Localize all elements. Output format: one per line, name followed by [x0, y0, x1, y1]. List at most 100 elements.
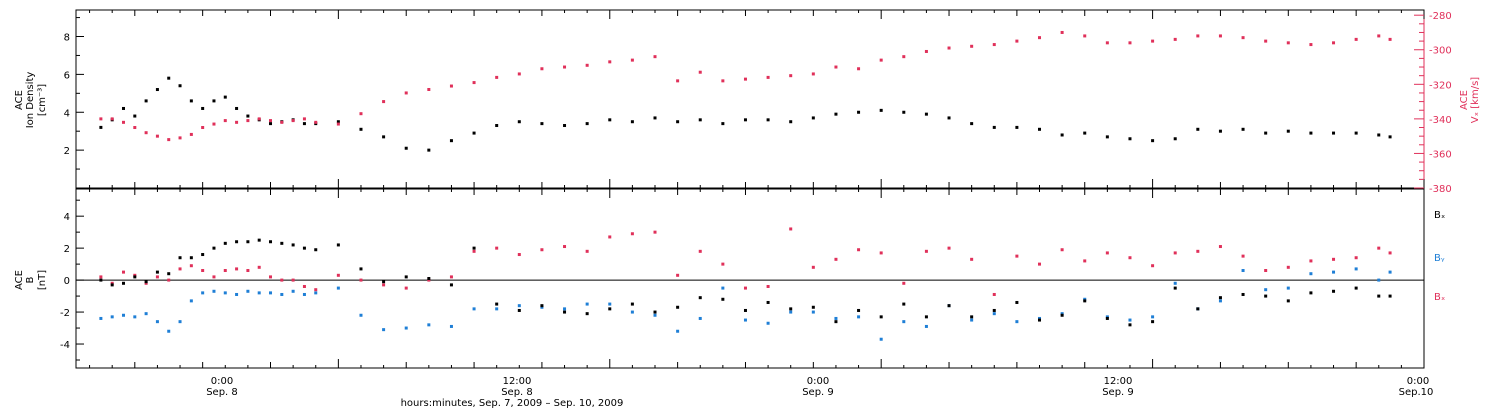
- bz-point: [1354, 256, 1358, 260]
- speed-point: [1038, 36, 1042, 40]
- speed-point: [1128, 41, 1132, 45]
- bx-point: [585, 312, 589, 316]
- by-point: [653, 313, 657, 317]
- density-y-tick-label: 8: [64, 33, 70, 44]
- density-point: [676, 120, 680, 124]
- x-tick-time-1: 12:00: [503, 376, 532, 387]
- density-point: [235, 106, 239, 110]
- by-point: [789, 310, 793, 314]
- bx-point: [970, 315, 974, 319]
- density-y-tick-label: 4: [64, 108, 70, 119]
- bz-point: [167, 278, 171, 282]
- bx-point: [246, 240, 250, 244]
- bx-point: [178, 256, 182, 260]
- density-ylabel-line-3: [cm⁻³]: [37, 84, 48, 116]
- density-point: [1264, 131, 1268, 135]
- bz-point: [269, 275, 273, 279]
- density-point: [336, 120, 340, 124]
- bx-point: [404, 275, 408, 279]
- bz-point: [766, 284, 770, 288]
- bz-point: [257, 265, 261, 269]
- speed-point: [404, 91, 408, 95]
- speed-point: [1286, 41, 1290, 45]
- bx-point: [189, 256, 193, 260]
- by-point: [472, 307, 476, 311]
- bz-point: [992, 292, 996, 296]
- bz-point: [517, 253, 521, 257]
- bx-point: [1015, 300, 1019, 304]
- density-point: [246, 114, 250, 118]
- by-point: [676, 329, 680, 333]
- speed-point: [1196, 34, 1200, 38]
- by-point: [1377, 278, 1381, 282]
- bx-point: [167, 272, 171, 276]
- field-ylabel-line-3: [nT]: [37, 270, 48, 290]
- bx-point: [517, 308, 521, 312]
- bx-point: [834, 320, 838, 324]
- by-point: [1388, 270, 1392, 274]
- density-point: [947, 116, 951, 120]
- speed-y-tick-label: -320: [1429, 80, 1452, 91]
- bz-point: [155, 275, 159, 279]
- speed-point: [1151, 39, 1155, 43]
- speed-point: [1105, 41, 1109, 45]
- speed-point: [336, 122, 340, 126]
- by-point: [698, 316, 702, 320]
- bx-point: [1038, 318, 1042, 322]
- axis-ticks: 2 4 6 8 -280 -300 -320 -340 -360 -380 -4 -2 0 2 4: [60, 10, 1452, 368]
- bx-point: [449, 283, 453, 287]
- bx-point: [1196, 307, 1200, 311]
- by-point: [280, 292, 284, 296]
- bz-point: [1264, 269, 1268, 273]
- bx-point: [121, 281, 125, 285]
- density-point: [721, 122, 725, 126]
- by-point: [121, 313, 125, 317]
- bx-point: [902, 302, 906, 306]
- bx-point: [382, 280, 386, 284]
- speed-point: [427, 87, 431, 91]
- by-point: [1332, 270, 1336, 274]
- by-point: [608, 302, 612, 306]
- bz-point: [1241, 254, 1245, 258]
- field-ylabel-line-1: ACE: [14, 270, 25, 290]
- speed-point: [359, 112, 363, 116]
- density-point: [540, 122, 544, 126]
- bx-point: [99, 278, 103, 282]
- by-point: [1128, 318, 1132, 322]
- x-axis-label: hours:minutes, Sep. 7, 2009 – Sep. 10, 2…: [401, 398, 624, 409]
- bz-point: [246, 269, 250, 273]
- by-point: [404, 326, 408, 330]
- bx-point: [1173, 286, 1177, 290]
- speed-point: [99, 117, 103, 121]
- bx-point: [1151, 320, 1155, 324]
- bx-point: [1105, 316, 1109, 320]
- bz-point: [857, 248, 861, 252]
- by-point: [427, 323, 431, 327]
- bz-point: [495, 246, 499, 250]
- speed-point: [1173, 37, 1177, 41]
- density-point: [201, 106, 205, 110]
- bz-point: [1218, 245, 1222, 249]
- by-point: [1083, 297, 1087, 301]
- x-tick-time-2: 0:00: [807, 376, 829, 387]
- density-point: [1060, 133, 1064, 137]
- bz-point: [811, 265, 815, 269]
- by-point: [155, 320, 159, 324]
- by-point: [970, 318, 974, 322]
- density-point: [404, 146, 408, 150]
- speed-point: [608, 60, 612, 64]
- density-point: [789, 120, 793, 124]
- speed-point: [1060, 30, 1064, 34]
- density-y-tick-label: 6: [64, 70, 70, 81]
- speed-point: [902, 55, 906, 59]
- speed-point: [110, 117, 114, 121]
- x-tick-date-1: Sep. 8: [501, 387, 533, 398]
- density-point: [1377, 133, 1381, 137]
- field-ylabel-line-2: B: [25, 276, 36, 283]
- density-point: [924, 112, 928, 116]
- density-ylabel-line-2: Ion Density: [25, 72, 36, 129]
- bx-point: [257, 238, 261, 242]
- field-y-tick-label: 2: [64, 244, 70, 255]
- speed-point: [563, 65, 567, 69]
- field-y-tick-label: -2: [60, 308, 70, 319]
